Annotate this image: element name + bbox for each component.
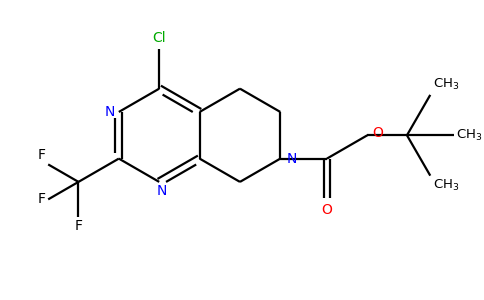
Text: F: F [75,219,82,233]
Text: Cl: Cl [152,31,166,45]
Text: N: N [286,152,297,166]
Text: O: O [321,203,333,217]
Text: N: N [105,105,115,119]
Text: N: N [156,184,167,198]
Text: CH$_3$: CH$_3$ [456,128,483,143]
Text: CH$_3$: CH$_3$ [433,178,459,193]
Text: O: O [372,126,383,140]
Text: CH$_3$: CH$_3$ [433,77,459,92]
Text: F: F [38,192,45,206]
Text: F: F [38,148,45,162]
